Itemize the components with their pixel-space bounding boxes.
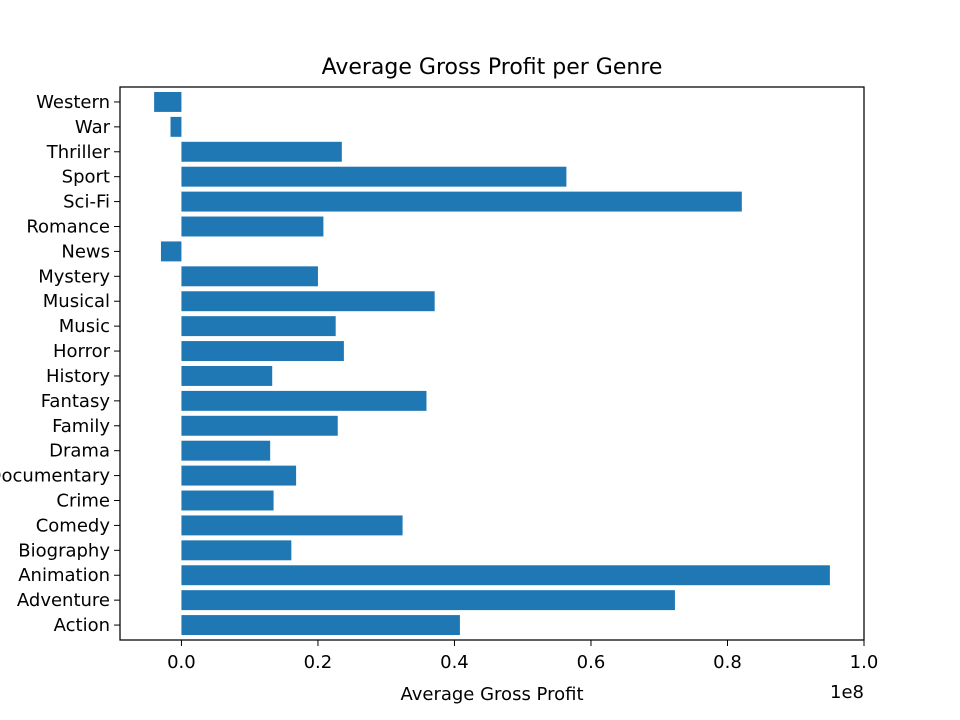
bar-crime	[181, 490, 274, 511]
y-tick-label: Sport	[62, 167, 110, 188]
x-axis-label: Average Gross Profit	[400, 684, 583, 705]
y-tick-label: Music	[59, 316, 110, 337]
y-tick-label: Romance	[26, 216, 110, 237]
y-tick-label: Drama	[49, 441, 110, 462]
bar-sci-fi	[181, 191, 742, 212]
y-tick-label: Animation	[18, 565, 110, 586]
y-tick-label: Fantasy	[41, 391, 111, 412]
bar-sport	[181, 166, 567, 187]
bar-animation	[181, 565, 830, 586]
y-tick-label: News	[61, 241, 110, 262]
x-axis-offset-text: 1e8	[830, 682, 864, 703]
bar-adventure	[181, 590, 675, 611]
y-tick-label: Sci-Fi	[63, 192, 110, 213]
x-tick-label: 1.0	[850, 652, 879, 673]
y-tick-label: Crime	[56, 491, 110, 512]
bar-horror	[181, 341, 344, 362]
y-tick-label: Biography	[18, 540, 110, 561]
x-tick-label: 0.4	[440, 652, 469, 673]
bars-group	[154, 91, 830, 636]
y-tick-label: Family	[52, 416, 110, 437]
y-tick-label: War	[75, 117, 111, 138]
y-tick-label: Western	[36, 92, 110, 113]
y-tick-label: Horror	[53, 341, 111, 362]
x-tick-label: 0.0	[167, 652, 196, 673]
bar-drama	[181, 440, 271, 461]
bar-action	[181, 615, 460, 636]
y-tick-label: Adventure	[17, 590, 110, 611]
bar-war	[170, 116, 182, 137]
y-tick-label: History	[46, 366, 110, 387]
bar-western	[154, 91, 182, 112]
y-tick-label: Documentary	[0, 466, 110, 487]
bar-news	[160, 241, 182, 262]
bar-comedy	[181, 515, 403, 536]
y-tick-label: Comedy	[36, 515, 111, 536]
bar-history	[181, 365, 273, 386]
bar-documentary	[181, 465, 297, 486]
x-axis-ticks: 0.0 0.2 0.4 0.6 0.8 1.0	[167, 640, 878, 673]
bar-family	[181, 415, 338, 436]
x-tick-label: 0.8	[713, 652, 742, 673]
x-tick-label: 0.2	[304, 652, 333, 673]
bar-thriller	[181, 141, 342, 162]
bar-romance	[181, 216, 324, 237]
bar-musical	[181, 291, 435, 312]
y-axis-ticks: Action Adventure Animation Biography Comedy C…	[0, 92, 120, 636]
x-tick-label: 0.6	[577, 652, 606, 673]
y-tick-label: Mystery	[38, 266, 110, 287]
y-tick-label: Musical	[43, 291, 110, 312]
bar-music	[181, 316, 336, 337]
chart-title: Average Gross Profit per Genre	[322, 55, 663, 80]
bar-biography	[181, 540, 292, 561]
y-tick-label: Action	[54, 615, 110, 636]
y-tick-label: Thriller	[46, 142, 111, 163]
bar-fantasy	[181, 390, 427, 411]
bar-mystery	[181, 266, 318, 287]
plot-frame	[119, 86, 865, 641]
